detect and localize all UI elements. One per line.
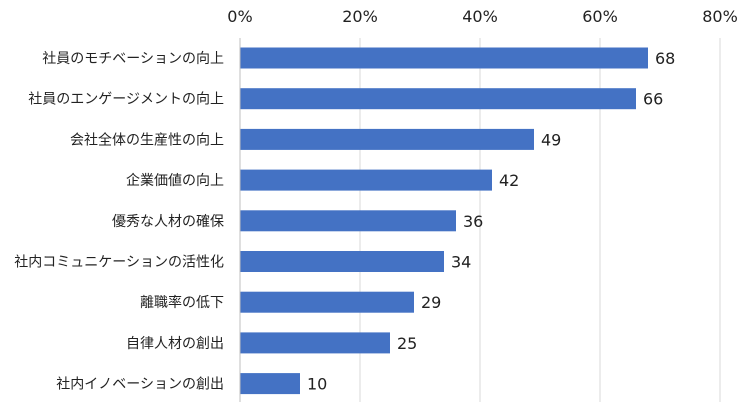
data-label: 36 bbox=[463, 212, 483, 231]
bar bbox=[240, 210, 456, 232]
bar bbox=[240, 373, 300, 395]
category-label: 優秀な人材の確保 bbox=[112, 214, 224, 230]
data-label: 34 bbox=[451, 253, 471, 272]
category-label: 社内コミュニケーションの活性化 bbox=[14, 255, 224, 271]
category-label: 社員のエンゲージメントの向上 bbox=[28, 92, 224, 108]
bar bbox=[240, 332, 390, 354]
data-label: 42 bbox=[499, 171, 519, 190]
data-label: 49 bbox=[541, 130, 561, 149]
data-label: 25 bbox=[397, 334, 417, 353]
category-label: 会社全体の生産性の向上 bbox=[70, 131, 224, 148]
bar bbox=[240, 251, 444, 272]
category-label: 離職率の低下 bbox=[140, 294, 224, 311]
data-label: 66 bbox=[643, 90, 663, 109]
category-label: 企業価値の向上 bbox=[126, 172, 224, 189]
bar bbox=[240, 88, 636, 110]
category-labels: 社員のモチベーションの向上社員のエンゲージメントの向上会社全体の生産性の向上企業… bbox=[14, 51, 224, 393]
x-tick-label: 40% bbox=[462, 7, 498, 26]
data-label: 29 bbox=[421, 293, 441, 312]
x-tick-label: 60% bbox=[582, 7, 618, 26]
category-label: 自律人材の創出 bbox=[126, 336, 224, 352]
x-tick-label: 20% bbox=[342, 7, 378, 26]
data-label: 10 bbox=[307, 375, 327, 394]
x-axis-ticks: 0% 20% 40% 60% 80% bbox=[227, 7, 737, 26]
x-tick-label: 80% bbox=[702, 7, 738, 26]
data-labels: 68 66 49 42 36 34 29 25 10 bbox=[307, 49, 675, 394]
x-tick-label: 0% bbox=[227, 7, 252, 26]
bar bbox=[240, 169, 492, 191]
bar bbox=[240, 47, 648, 69]
category-label: 社員のモチベーションの向上 bbox=[42, 51, 224, 67]
bar bbox=[240, 291, 414, 313]
data-label: 68 bbox=[655, 49, 675, 68]
bars bbox=[240, 47, 648, 395]
bar bbox=[240, 128, 534, 150]
category-label: 社内イノベーションの創出 bbox=[56, 377, 224, 393]
